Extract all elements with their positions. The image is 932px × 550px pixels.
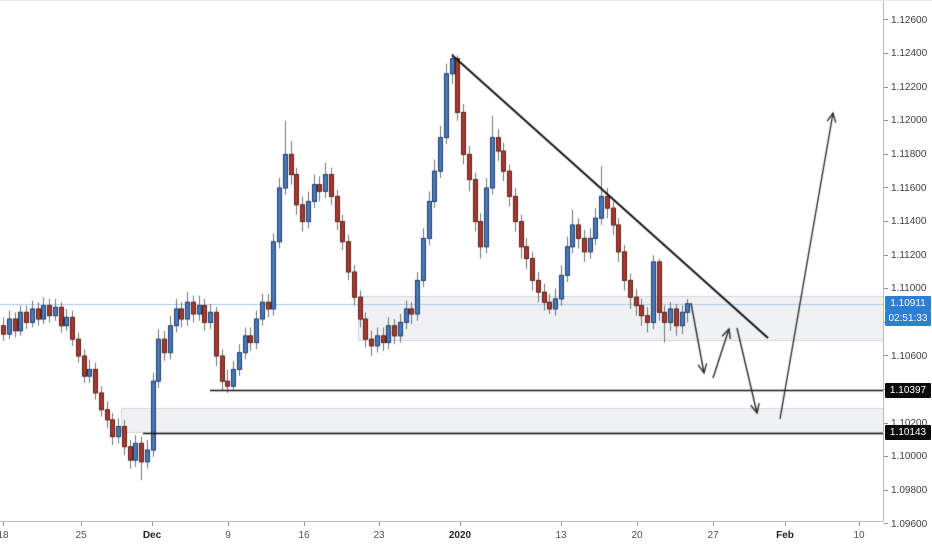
price-tick-mark — [884, 52, 888, 54]
time-tick-mark — [637, 522, 638, 526]
time-label-13: 13 — [555, 530, 567, 541]
price-tick-1.10200: 1.10200 — [884, 417, 932, 430]
time-tick-mark — [3, 522, 4, 526]
price-tick-mark — [884, 153, 888, 155]
time-label-16: 16 — [298, 530, 310, 541]
price-tick-1.12400: 1.12400 — [884, 47, 932, 60]
time-label-18: 18 — [0, 530, 9, 541]
time-tick-mark — [785, 522, 786, 526]
price-tick-1.11800: 1.11800 — [884, 148, 932, 161]
time-tick-mark — [228, 522, 229, 526]
time-tick-mark — [859, 522, 860, 526]
price-tick-1.09600: 1.09600 — [884, 518, 932, 531]
price-tick-1.12000: 1.12000 — [884, 114, 932, 127]
price-tick-1.11400: 1.11400 — [884, 215, 932, 228]
price-tick-mark — [884, 422, 888, 424]
time-label-20: 20 — [631, 530, 643, 541]
time-tick-mark — [304, 522, 305, 526]
price-tick-mark — [884, 254, 888, 256]
time-tick-mark — [561, 522, 562, 526]
time-label-25: 25 — [75, 530, 87, 541]
time-label-Feb: Feb — [776, 530, 794, 541]
price-tick-1.12600: 1.12600 — [884, 14, 932, 27]
time-tick-mark — [152, 522, 153, 526]
time-label-9: 9 — [225, 530, 231, 541]
time-axis[interactable]: 18 25 Dec 9 16 23 2020 13 20 27 Feb 10 — [0, 521, 884, 550]
time-label-23: 23 — [373, 530, 385, 541]
price-tick-1.11200: 1.11200 — [884, 249, 932, 262]
price-tick-mark — [884, 220, 888, 222]
price-tick-mark — [884, 19, 888, 21]
current-price-label: 1.10911 — [885, 296, 931, 312]
candlestick-chart-canvas[interactable] — [0, 1, 884, 523]
price-tick-1.09800: 1.09800 — [884, 484, 932, 497]
price-tick-1.12200: 1.12200 — [884, 81, 932, 94]
price-tick-mark — [884, 523, 888, 525]
price-tick-mark — [884, 456, 888, 458]
price-tick-1.11000: 1.11000 — [884, 282, 932, 295]
price-tick-mark — [884, 120, 888, 122]
price-tick-mark — [884, 187, 888, 189]
price-tick-mark — [884, 288, 888, 290]
time-label-10: 10 — [853, 530, 865, 541]
time-label-2020: 2020 — [448, 530, 472, 541]
price-tick-1.11600: 1.11600 — [884, 182, 932, 195]
time-label-Dec: Dec — [142, 530, 162, 541]
time-tick-mark — [460, 522, 461, 526]
bar-countdown-label: 02:51:33 — [885, 311, 931, 327]
price-tick-mark — [884, 355, 888, 357]
price-tick-1.10000: 1.10000 — [884, 450, 932, 463]
price-tick-mark — [884, 489, 888, 491]
time-tick-mark — [713, 522, 714, 526]
price-tick-1.10600: 1.10600 — [884, 350, 932, 363]
price-axis[interactable]: 1.096001.098001.100001.102001.104001.106… — [883, 1, 932, 530]
time-tick-mark — [81, 522, 82, 526]
price-level-label-2: 1.10143 — [885, 425, 931, 441]
time-label-27: 27 — [707, 530, 719, 541]
time-tick-mark — [379, 522, 380, 526]
price-level-label-1: 1.10397 — [885, 382, 931, 398]
price-tick-mark — [884, 86, 888, 88]
